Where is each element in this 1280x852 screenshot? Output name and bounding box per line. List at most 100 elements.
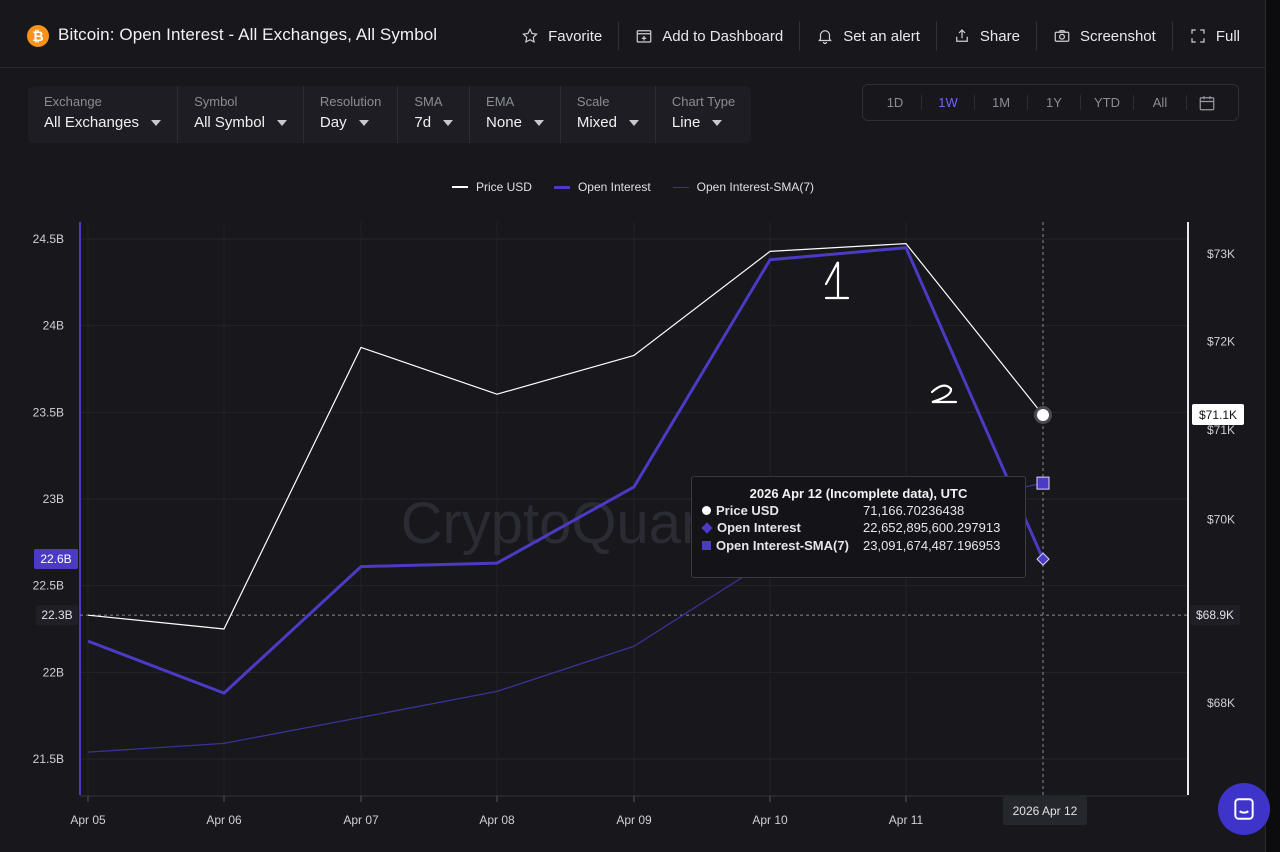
resolution-select[interactable]: Resolution Day	[304, 86, 399, 143]
fullscreen-label: Full	[1215, 27, 1240, 45]
legend-item-sma[interactable]: Open Interest-SMA(7)	[672, 180, 815, 194]
tooltip-row-open-interest: Open Interest 22,652,895,600.297913	[701, 520, 1017, 535]
legend-label-open-interest: Open Interest	[577, 180, 651, 194]
crosshair-right-badge: $68.9K	[1196, 608, 1234, 622]
share-label: Share	[979, 27, 1020, 45]
header-actions: Favorite Add to Dashboard Set an alert S…	[505, 18, 1240, 54]
fullscreen-button[interactable]: Full	[1173, 22, 1240, 50]
fullscreen-icon	[1191, 29, 1205, 43]
resolution-value: Day	[319, 114, 347, 131]
annotation-mark-2	[930, 384, 958, 404]
price-badge-bg	[1192, 404, 1244, 425]
left-value-badge-bg	[34, 549, 78, 569]
x-tick-label: Apr 07	[343, 813, 379, 827]
scale-select[interactable]: Scale Mixed	[561, 86, 656, 143]
y-right-tick-label: $70K	[1207, 513, 1235, 527]
tooltip-sma-value: 23,091,674,487.196953	[863, 538, 1001, 553]
symbol-select[interactable]: Symbol All Symbol	[178, 86, 304, 143]
chart-legend: Price USD Open Interest Open Interest-SM…	[0, 180, 1266, 194]
y-right-tick-label: $71K	[1207, 423, 1235, 437]
bell-icon	[818, 30, 833, 45]
sma-value: 7d	[414, 114, 432, 131]
range-all[interactable]: All	[1134, 95, 1187, 110]
range-1m[interactable]: 1M	[975, 95, 1028, 110]
tooltip-sma-label: Open Interest-SMA(7)	[716, 538, 849, 553]
sma-marker	[1036, 476, 1050, 490]
calendar-button[interactable]	[1187, 94, 1227, 112]
symbol-label: Symbol	[194, 94, 238, 109]
legend-swatch-sma	[672, 186, 689, 188]
sma-select[interactable]: SMA 7d	[398, 86, 471, 143]
x-tick-label: Apr 10	[752, 813, 788, 827]
share-icon	[956, 29, 968, 42]
x-tick-label: Apr 08	[479, 813, 515, 827]
bitcoin-icon: ₿	[27, 25, 49, 47]
sma-label: SMA	[414, 94, 443, 109]
chevron-down-icon	[151, 119, 162, 126]
watermark-text: CryptoQuant	[401, 491, 730, 556]
range-1w[interactable]: 1W	[922, 95, 975, 110]
crosshair-left-badge: 22.3B	[41, 608, 72, 622]
exchange-select[interactable]: Exchange All Exchanges	[28, 86, 179, 143]
screenshot-button[interactable]: Screenshot	[1037, 22, 1173, 50]
time-range-selector: 1D 1W 1M 1Y YTD All	[862, 84, 1239, 121]
ema-value: None	[486, 114, 522, 131]
data-tooltip: 2026 Apr 12 (Incomplete data), UTC Price…	[691, 476, 1026, 578]
price-marker	[1037, 408, 1049, 421]
crosshair-right-badge-bg	[1190, 605, 1240, 626]
ema-label: EMA	[486, 94, 515, 109]
tooltip-oi-marker	[701, 521, 713, 534]
set-alert-label: Set an alert	[843, 27, 920, 45]
legend-item-price[interactable]: Price USD	[451, 180, 532, 194]
y-left-tick-label: 24B	[43, 319, 64, 333]
open-interest-marker	[1036, 552, 1050, 566]
price-badge: $71.1K	[1199, 408, 1237, 422]
y-left-tick-label: 22B	[43, 665, 64, 679]
range-1y[interactable]: 1Y	[1028, 95, 1081, 110]
tooltip-price-value: 71,166.70236438	[863, 503, 965, 518]
range-ytd[interactable]: YTD	[1081, 95, 1134, 110]
add-to-dashboard-label: Add to Dashboard	[662, 27, 784, 45]
chat-support-button[interactable]	[1218, 783, 1270, 835]
annotation-mark-1	[824, 261, 850, 300]
legend-swatch-price	[451, 186, 468, 188]
star-icon	[522, 27, 538, 44]
add-to-dashboard-button[interactable]: Add to Dashboard	[619, 22, 801, 50]
chart-type-label: Chart Type	[671, 94, 736, 109]
chevron-down-icon	[358, 119, 369, 126]
tooltip-price-label: Price USD	[716, 503, 779, 518]
tooltip-price-marker	[702, 506, 711, 515]
ema-select[interactable]: EMA None	[470, 86, 561, 143]
range-1d[interactable]: 1D	[869, 95, 922, 110]
y-left-tick-label: 23B	[43, 492, 64, 506]
chart-type-select[interactable]: Chart Type Line	[656, 86, 751, 143]
set-alert-button[interactable]: Set an alert	[800, 22, 937, 50]
series-line-price	[87, 243, 1044, 630]
y-left-tick-label: 22.5B	[33, 579, 64, 593]
share-button[interactable]: Share	[937, 22, 1037, 50]
x-tick-label: Apr 09	[616, 813, 652, 827]
y-left-tick-label: 24.5B	[33, 232, 64, 246]
legend-label-price: Price USD	[475, 180, 532, 194]
chat-icon	[1234, 798, 1254, 820]
favorite-button[interactable]: Favorite	[505, 22, 620, 50]
chevron-down-icon	[533, 119, 544, 126]
legend-label-sma: Open Interest-SMA(7)	[696, 180, 815, 194]
chart-controls: Exchange All Exchanges Symbol All Symbol…	[28, 86, 752, 143]
calendar-icon	[1199, 95, 1215, 110]
screenshot-label: Screenshot	[1079, 27, 1156, 45]
camera-icon	[1054, 30, 1070, 42]
y-right-tick-label: $73K	[1207, 247, 1235, 261]
y-right-tick-label: $72K	[1207, 334, 1235, 348]
legend-item-open-interest[interactable]: Open Interest	[553, 180, 651, 194]
tooltip-oi-label: Open Interest	[717, 520, 801, 535]
x-tick-label: Apr 06	[206, 813, 242, 827]
page-title: Bitcoin: Open Interest - All Exchanges, …	[58, 25, 438, 44]
tooltip-sma-marker	[702, 541, 711, 550]
resolution-label: Resolution	[319, 94, 382, 109]
scale-label: Scale	[576, 94, 610, 109]
header-bar: ₿ Bitcoin: Open Interest - All Exchanges…	[0, 0, 1266, 68]
chevron-down-icon	[276, 119, 287, 126]
